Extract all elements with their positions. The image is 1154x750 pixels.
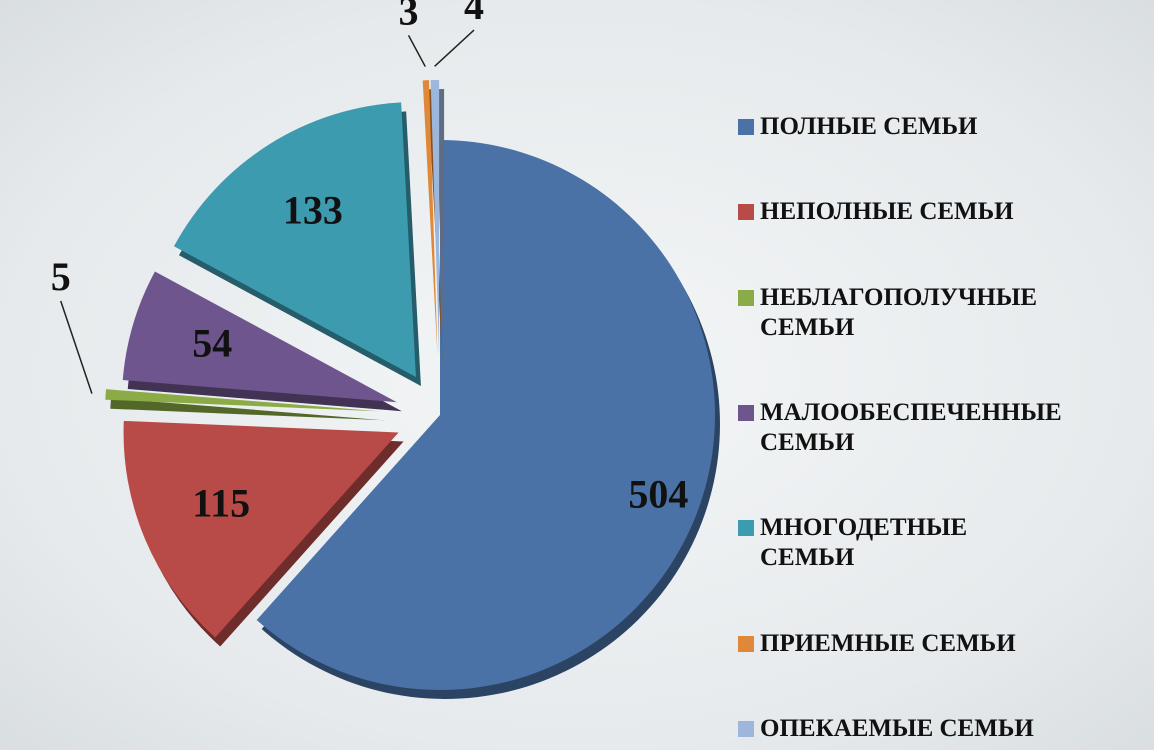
data-label: 115 <box>192 481 250 526</box>
legend-swatch <box>738 720 754 737</box>
legend-item: ПОЛНЫЕ СЕМЬИ <box>738 112 1148 142</box>
legend-label: НЕПОЛНЫЕ СЕМЬИ <box>760 198 1014 226</box>
slice-side <box>110 398 386 421</box>
leader-line <box>407 34 426 67</box>
legend-swatch <box>738 289 754 306</box>
legend-item: НЕПОЛНЫЕ СЕМЬИ <box>738 197 1148 227</box>
legend-label: МАЛООБЕСПЕЧЕННЫЕ СЕМЬИ <box>760 398 1062 456</box>
data-label: 133 <box>283 188 343 233</box>
legend-swatch <box>738 204 754 221</box>
data-label: 54 <box>192 321 232 366</box>
slice <box>123 420 399 638</box>
slice <box>256 140 715 690</box>
slice <box>173 102 416 377</box>
legend: ПОЛНЫЕ СЕМЬИ НЕПОЛНЫЕ СЕМЬИ НЕБЛАГОПОЛУЧНЫ… <box>738 112 1148 744</box>
data-label: 3 <box>399 0 419 34</box>
legend-swatch <box>738 404 754 421</box>
legend-item: МАЛООБЕСПЕЧЕННЫЕ СЕМЬИ <box>738 398 1148 458</box>
legend-swatch <box>738 635 754 652</box>
legend-item: НЕБЛАГОПОЛУЧНЫЕ СЕМЬИ <box>738 283 1148 343</box>
slice <box>122 271 397 403</box>
leader-line <box>434 29 475 67</box>
legend-label: НЕБЛАГОПОЛУЧНЫЕ СЕМЬИ <box>760 283 1038 341</box>
legend-swatch <box>738 119 754 135</box>
legend-item: МНОГОДЕТНЫЕ СЕМЬИ <box>738 513 1148 573</box>
slice <box>105 389 381 412</box>
data-label: 5 <box>51 254 71 299</box>
leader-line <box>60 300 93 394</box>
legend-item: ОПЕКАЕМЫЕ СЕМЬИ <box>738 714 1148 744</box>
legend-label: ПОЛНЫЕ СЕМЬИ <box>760 113 978 140</box>
legend-label: ОПЕКАЕМЫЕ СЕМЬИ <box>760 714 1034 742</box>
legend-label: ПРИЕМНЫЕ СЕМЬИ <box>760 629 1016 657</box>
data-label: 504 <box>628 472 688 517</box>
legend-label: МНОГОДЕТНЫЕ СЕМЬИ <box>760 514 968 572</box>
data-label: 4 <box>464 0 484 28</box>
slice <box>422 80 438 356</box>
legend-swatch <box>738 520 754 537</box>
slice <box>430 80 440 356</box>
legend-item: ПРИЕМНЫЕ СЕМЬИ <box>738 629 1148 659</box>
